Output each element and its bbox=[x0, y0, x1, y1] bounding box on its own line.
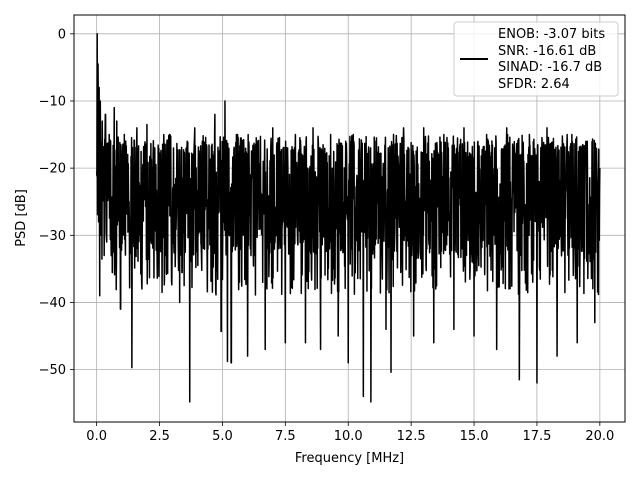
legend-sinad: SINAD: -16.7 dB bbox=[498, 60, 602, 75]
x-tick-label: 7.5 bbox=[275, 429, 296, 444]
axes-frame bbox=[73, 14, 626, 423]
legend: ENOB: -3.07 bits SNR: -16.61 dB SINAD: -… bbox=[453, 21, 619, 97]
x-tick-label: 17.5 bbox=[522, 429, 551, 444]
x-axis-title: Frequency [MHz] bbox=[295, 451, 404, 466]
y-tick-label: −40 bbox=[39, 296, 66, 311]
x-tick-label: 10.0 bbox=[334, 429, 363, 444]
y-tick-label: −20 bbox=[39, 162, 66, 177]
x-tick-label: 15.0 bbox=[460, 429, 489, 444]
x-axis-ticks: 0.0 2.5 5.0 7.5 10.0 12.5 15.0 17.5 20.0 bbox=[86, 422, 614, 444]
y-tick-label: −10 bbox=[39, 94, 66, 109]
y-axis-ticks: 0 −10 −20 −30 −40 −50 bbox=[39, 27, 74, 378]
y-axis-title: PSD [dB] bbox=[14, 189, 29, 247]
y-tick-label: −30 bbox=[39, 229, 66, 244]
legend-snr: SNR: -16.61 dB bbox=[498, 44, 596, 59]
x-tick-label: 2.5 bbox=[149, 429, 170, 444]
legend-enob: ENOB: -3.07 bits bbox=[498, 27, 605, 42]
x-tick-label: 5.0 bbox=[212, 429, 233, 444]
x-tick-label: 20.0 bbox=[585, 429, 614, 444]
psd-series-line bbox=[95, 33, 601, 403]
x-tick-label: 12.5 bbox=[397, 429, 426, 444]
plot-data bbox=[95, 33, 601, 403]
legend-sfdr: SFDR: 2.64 bbox=[498, 77, 570, 92]
y-tick-label: −50 bbox=[39, 363, 66, 378]
y-tick-label: 0 bbox=[58, 27, 66, 42]
x-tick-label: 0.0 bbox=[86, 429, 107, 444]
legend-box bbox=[453, 21, 619, 97]
